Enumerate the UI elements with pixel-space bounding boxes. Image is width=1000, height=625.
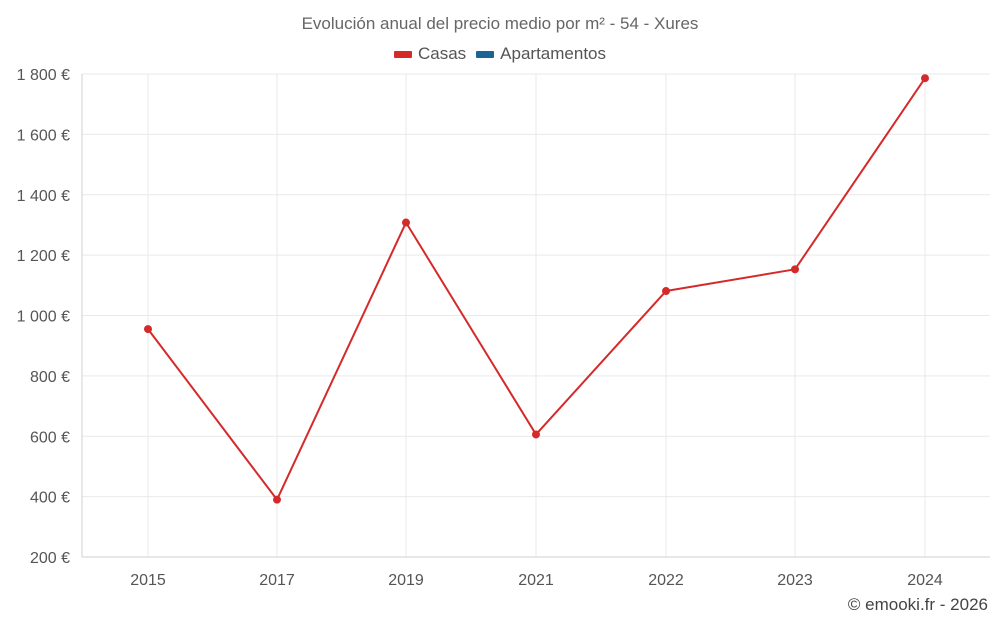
y-tick-label: 200 € bbox=[30, 550, 70, 567]
legend-item-apartamentos[interactable]: Apartamentos bbox=[476, 44, 606, 64]
legend-item-casas[interactable]: Casas bbox=[393, 44, 467, 64]
x-tick-label: 2023 bbox=[777, 572, 813, 589]
data-point bbox=[402, 218, 410, 227]
legend: Casas Apartamentos bbox=[0, 44, 1000, 64]
x-tick-label: 2024 bbox=[907, 572, 943, 589]
data-point bbox=[273, 495, 281, 504]
x-tick-label: 2015 bbox=[130, 572, 166, 589]
legend-label-apartamentos: Apartamentos bbox=[500, 44, 607, 63]
y-axis-labels: 200 € 400 € 600 € 800 € 1 000 € 1 200 € 1 400 … bbox=[17, 67, 70, 567]
y-tick-label: 1 800 € bbox=[17, 67, 70, 84]
x-axis-labels: 2015 2017 2019 2021 2022 2023 2024 bbox=[130, 572, 943, 589]
credit-text: © emooki.fr - 2026 bbox=[847, 595, 988, 614]
y-tick-label: 1 000 € bbox=[17, 309, 70, 326]
data-point bbox=[144, 325, 152, 334]
x-tick-label: 2017 bbox=[259, 572, 295, 589]
legend-swatch-casas bbox=[393, 50, 412, 58]
y-tick-label: 1 200 € bbox=[17, 248, 70, 265]
data-point bbox=[662, 287, 670, 296]
chart-title: Evolución anual del precio medio por m² … bbox=[301, 14, 699, 33]
series-casas bbox=[144, 74, 929, 504]
x-tick-label: 2019 bbox=[388, 572, 424, 589]
legend-swatch-apartamentos bbox=[476, 50, 495, 58]
y-tick-label: 600 € bbox=[30, 429, 70, 446]
y-tick-label: 800 € bbox=[30, 369, 70, 386]
y-tick-label: 1 400 € bbox=[17, 188, 70, 205]
data-point bbox=[791, 265, 799, 274]
data-point bbox=[921, 74, 929, 83]
y-tick-label: 400 € bbox=[30, 490, 70, 507]
grid-lines bbox=[82, 73, 990, 557]
axes bbox=[81, 74, 990, 558]
y-tick-label: 1 600 € bbox=[17, 127, 70, 144]
x-tick-label: 2022 bbox=[648, 572, 684, 589]
x-tick-label: 2021 bbox=[518, 572, 554, 589]
legend-label-casas: Casas bbox=[417, 44, 467, 63]
data-point bbox=[532, 430, 540, 439]
